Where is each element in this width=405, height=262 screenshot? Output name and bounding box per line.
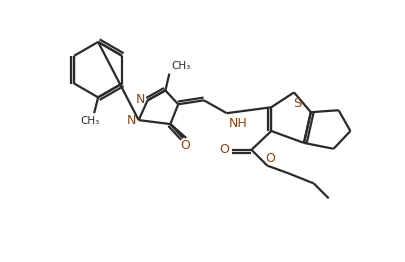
Text: O: O	[180, 139, 190, 152]
Text: S: S	[293, 97, 301, 110]
Text: N: N	[127, 114, 136, 127]
Text: N: N	[136, 93, 145, 106]
Text: O: O	[219, 143, 229, 156]
Text: CH₃: CH₃	[81, 116, 100, 126]
Text: NH: NH	[229, 117, 247, 130]
Text: CH₃: CH₃	[171, 61, 191, 71]
Text: O: O	[265, 152, 275, 165]
